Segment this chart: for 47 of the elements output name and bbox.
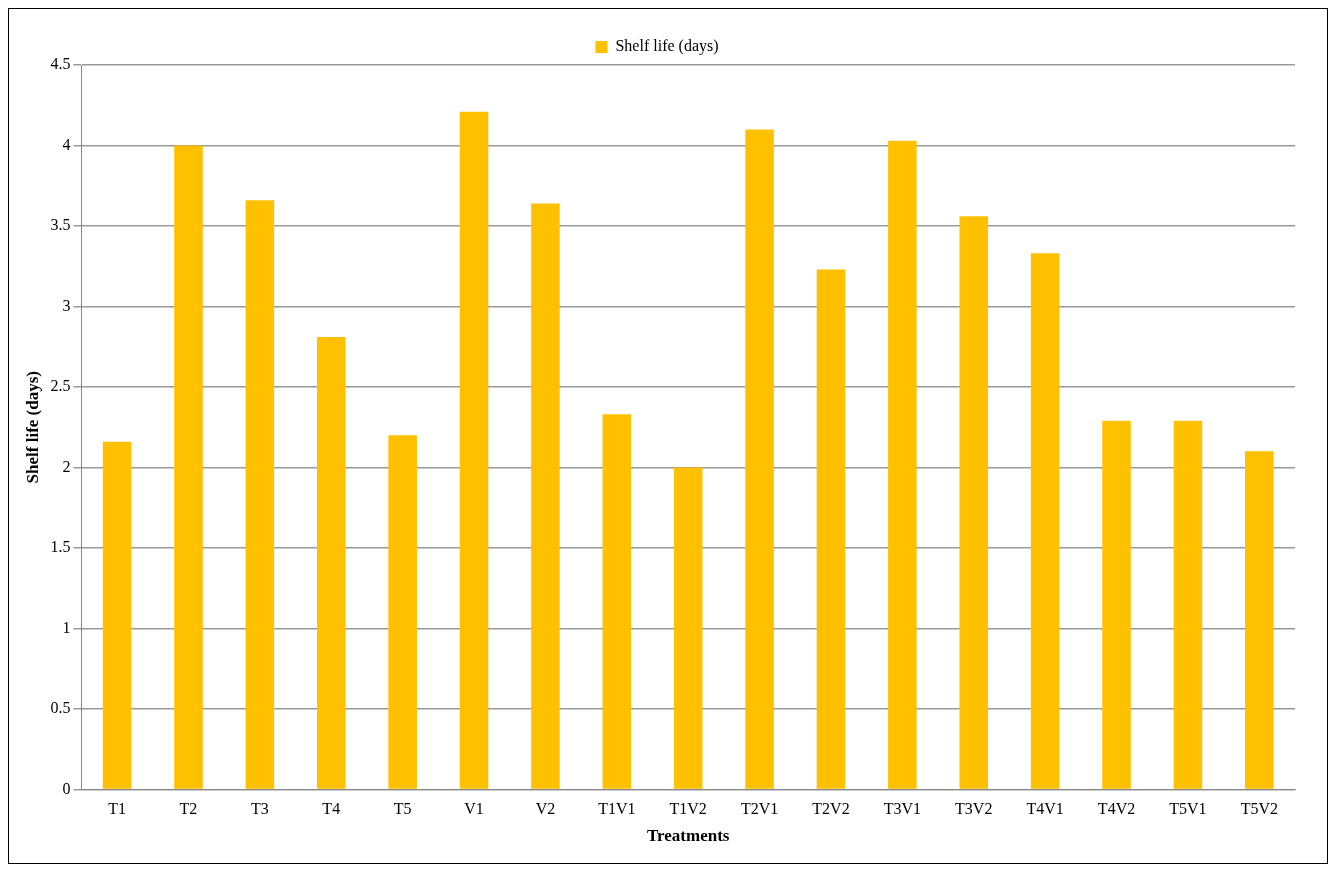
x-tick-label: T2V1 xyxy=(740,800,779,818)
x-tick-label: T2V2 xyxy=(812,800,850,818)
bar xyxy=(102,441,132,789)
x-tick-label: T1 xyxy=(108,800,126,818)
bar xyxy=(1030,253,1060,789)
x-tick-label: T4V1 xyxy=(1026,800,1064,818)
bar xyxy=(1245,451,1274,789)
y-tick-label: 2 xyxy=(62,457,71,475)
x-tick-label: T1V1 xyxy=(598,800,636,818)
bar xyxy=(816,269,846,789)
bar xyxy=(745,129,774,789)
bar xyxy=(459,111,489,789)
x-tick-label: V1 xyxy=(464,800,484,818)
x-tick-label: T5 xyxy=(393,800,412,818)
bar xyxy=(602,414,632,789)
bar xyxy=(531,203,560,789)
bar xyxy=(388,435,417,789)
x-tick-label: T5V1 xyxy=(1169,800,1207,818)
x-tick-label: T2 xyxy=(179,800,198,818)
legend-label: Shelf life (days) xyxy=(615,37,719,56)
bar xyxy=(673,467,703,789)
bar xyxy=(174,145,203,789)
x-tick-label: T3 xyxy=(250,800,269,818)
y-tick-label: 4 xyxy=(62,135,71,153)
bar xyxy=(959,216,989,789)
bar xyxy=(1173,420,1203,789)
bar xyxy=(245,200,275,789)
x-tick-label: T1V2 xyxy=(669,800,707,818)
y-tick-label: 4.5 xyxy=(50,55,71,73)
y-tick-label: 1.5 xyxy=(50,538,71,556)
x-tick-label: T5V2 xyxy=(1240,800,1278,818)
y-tick-label: 0 xyxy=(62,779,71,797)
x-tick-label: T4 xyxy=(322,800,341,818)
y-tick-label: 3.5 xyxy=(50,216,71,234)
y-tick-label: 0.5 xyxy=(50,699,71,717)
bar xyxy=(1102,420,1131,789)
x-tick-label: T3V2 xyxy=(955,800,993,818)
y-tick-label: 2.5 xyxy=(50,377,71,395)
x-tick-label: V2 xyxy=(535,800,556,818)
x-tick-label: T3V1 xyxy=(883,800,922,818)
y-tick-label: 1 xyxy=(62,618,71,636)
bar xyxy=(316,337,346,789)
x-axis-title: Treatments xyxy=(646,826,730,846)
y-axis-title: Shelf life (days) xyxy=(22,371,42,484)
y-tick-label: 3 xyxy=(62,296,71,314)
bar xyxy=(888,140,917,789)
x-tick-label: T4V2 xyxy=(1097,800,1136,818)
